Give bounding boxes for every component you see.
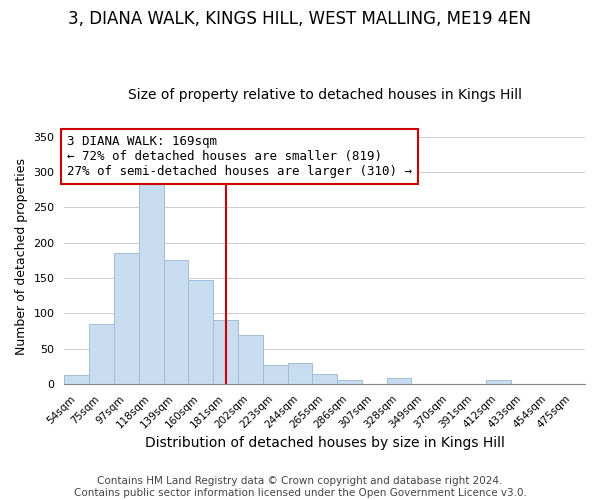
Bar (89, 324, 114, 384)
Bar (188, 280, 213, 384)
X-axis label: Distribution of detached houses by size in Kings Hill: Distribution of detached houses by size … (145, 436, 505, 450)
Bar (287, 362, 313, 384)
Bar (139, 180, 164, 384)
Bar (386, 378, 412, 384)
Bar (164, 260, 188, 384)
Text: Contains HM Land Registry data © Crown copyright and database right 2024.
Contai: Contains HM Land Registry data © Crown c… (74, 476, 526, 498)
Title: Size of property relative to detached houses in Kings Hill: Size of property relative to detached ho… (128, 88, 522, 102)
Bar (64, 374, 89, 384)
Bar (486, 380, 511, 384)
Text: 3 DIANA WALK: 169sqm
← 72% of detached houses are smaller (819)
27% of semi-deta: 3 DIANA WALK: 169sqm ← 72% of detached h… (67, 135, 412, 178)
Bar (213, 320, 238, 384)
Bar (238, 335, 263, 384)
Bar (114, 253, 139, 384)
Bar (263, 365, 287, 384)
Bar (337, 380, 362, 384)
Y-axis label: Number of detached properties: Number of detached properties (15, 158, 28, 355)
Bar (313, 374, 337, 384)
Text: 3, DIANA WALK, KINGS HILL, WEST MALLING, ME19 4EN: 3, DIANA WALK, KINGS HILL, WEST MALLING,… (68, 10, 532, 28)
